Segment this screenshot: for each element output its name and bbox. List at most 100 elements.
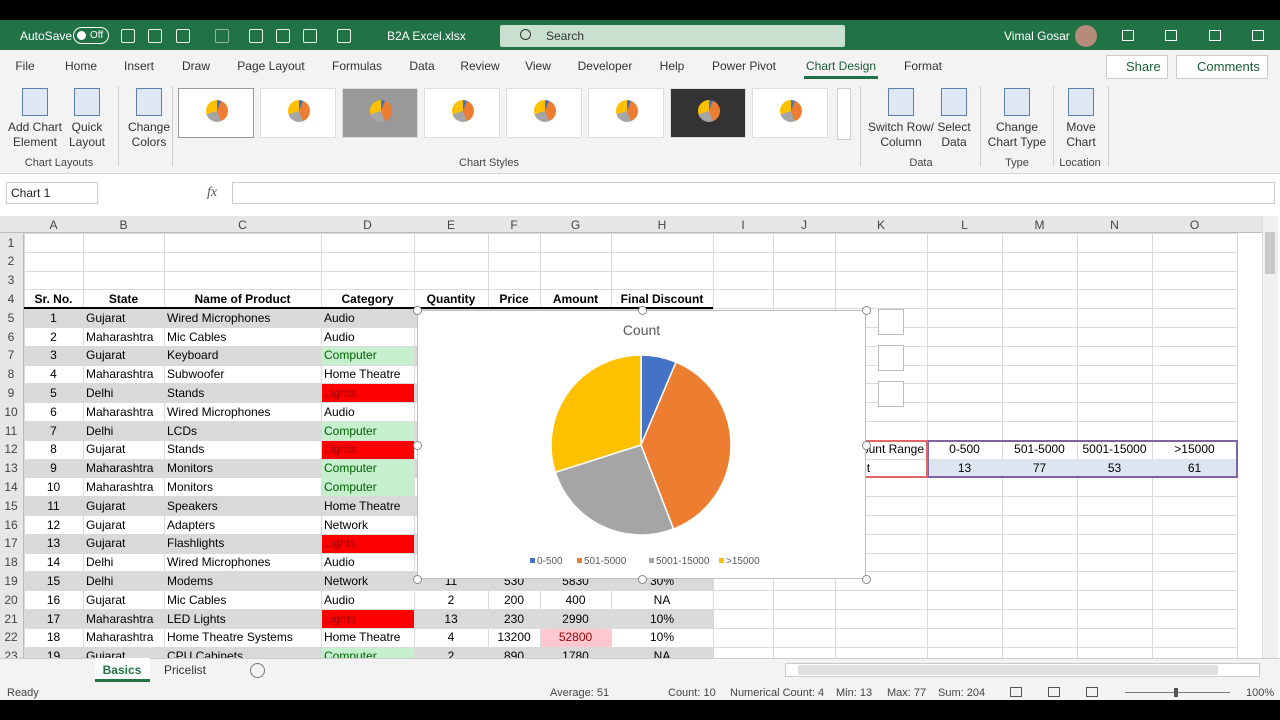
chart-side-button[interactable] — [878, 381, 904, 407]
cell[interactable]: Maharashtra — [86, 630, 154, 645]
cell[interactable]: 61 — [1187, 461, 1202, 476]
column-header[interactable]: A — [49, 218, 58, 232]
cell[interactable]: Computer — [324, 423, 377, 438]
cell[interactable]: 7 — [50, 423, 57, 438]
table-header[interactable]: Sr. No. — [34, 291, 73, 306]
formula-input[interactable] — [232, 182, 1275, 204]
column-header[interactable]: H — [657, 218, 667, 232]
cell[interactable]: Wired Microphones — [167, 310, 271, 325]
cell[interactable]: Audio — [324, 592, 355, 607]
column-header[interactable]: K — [876, 218, 885, 232]
cell[interactable]: Lights — [324, 385, 357, 400]
table-header[interactable]: Name of Product — [194, 291, 291, 306]
cell[interactable]: Maharashtra — [86, 611, 154, 626]
window-button[interactable] — [1165, 30, 1177, 41]
ribbon-tab[interactable]: Formulas — [331, 59, 382, 73]
ribbon-button-label[interactable]: Add Chart — [7, 120, 63, 134]
table-header[interactable]: Final Discount — [620, 291, 704, 306]
ribbon-button-label[interactable]: Colors — [131, 135, 167, 149]
view-button[interactable] — [1086, 687, 1098, 697]
qat-icon[interactable] — [276, 29, 290, 43]
resize-handle[interactable] — [862, 306, 871, 315]
cell[interactable]: 1 — [50, 310, 57, 325]
cell[interactable]: 2990 — [562, 611, 589, 626]
window-button[interactable] — [1209, 30, 1221, 41]
cell[interactable]: 0-500 — [949, 442, 980, 457]
cell[interactable]: Flashlights — [167, 536, 225, 551]
chart-side-button[interactable] — [878, 345, 904, 371]
row-header[interactable]: 15 — [4, 498, 18, 513]
resize-handle[interactable] — [413, 306, 422, 315]
ribbon-icon[interactable] — [888, 88, 914, 116]
row-header[interactable]: 1 — [7, 235, 15, 250]
column-header[interactable]: L — [961, 218, 968, 232]
column-header[interactable]: B — [119, 218, 128, 232]
row-header[interactable]: 19 — [4, 573, 18, 588]
resize-handle[interactable] — [637, 575, 647, 584]
cell[interactable]: Monitors — [167, 461, 214, 476]
resize-handle[interactable] — [862, 575, 871, 584]
row-header[interactable]: 4 — [7, 291, 15, 306]
cell[interactable]: 2 — [50, 329, 57, 344]
column-header[interactable]: M — [1034, 218, 1045, 232]
ribbon-button-label[interactable]: Change — [995, 120, 1039, 134]
cell[interactable]: NA — [653, 592, 671, 607]
cell[interactable]: 17 — [46, 611, 61, 626]
column-header[interactable]: C — [238, 218, 247, 232]
cell[interactable]: 18 — [46, 630, 61, 645]
cell[interactable]: Gujarat — [86, 442, 126, 457]
ribbon-button-label[interactable]: Element — [12, 135, 58, 149]
view-button[interactable] — [1010, 687, 1022, 697]
ribbon-icon[interactable] — [1068, 88, 1094, 116]
cell[interactable]: 9 — [50, 461, 57, 476]
cell[interactable]: 15 — [46, 573, 61, 588]
column-header[interactable]: J — [801, 218, 807, 232]
table-header[interactable]: State — [108, 291, 139, 306]
cell[interactable]: Monitors — [167, 479, 214, 494]
row-header[interactable]: 12 — [4, 442, 18, 457]
ribbon-tab[interactable]: Page Layout — [237, 59, 305, 73]
ribbon-tab[interactable]: Power Pivot — [711, 59, 777, 73]
row-header[interactable]: 21 — [4, 611, 18, 626]
row-header[interactable]: 16 — [4, 517, 18, 532]
ribbon-button-label[interactable]: Quick — [71, 120, 103, 134]
resize-handle[interactable] — [862, 440, 871, 450]
table-header[interactable]: Price — [499, 291, 529, 306]
cell[interactable]: Modems — [167, 573, 214, 588]
cell[interactable]: Maharashtra — [86, 329, 154, 344]
row-header[interactable]: 7 — [7, 348, 15, 363]
cell[interactable]: Audio — [324, 310, 355, 325]
cell[interactable]: Wired Microphones — [167, 555, 271, 570]
cell[interactable]: Network — [324, 573, 369, 588]
cell[interactable]: Lights — [324, 611, 357, 626]
cell[interactable]: Network — [324, 517, 369, 532]
qat-icon[interactable] — [148, 29, 162, 43]
window-button[interactable] — [1252, 30, 1264, 41]
cell[interactable]: Maharashtra — [86, 404, 154, 419]
column-header[interactable]: F — [510, 218, 518, 232]
cell[interactable]: Computer — [324, 348, 377, 363]
cell[interactable]: 400 — [565, 592, 586, 607]
name-box[interactable] — [6, 182, 98, 204]
cell[interactable]: 11 — [47, 498, 60, 513]
cell[interactable]: 13 — [46, 536, 61, 551]
row-header[interactable]: 20 — [4, 592, 18, 607]
cell[interactable]: Stands — [167, 442, 205, 457]
cell[interactable]: Gujarat — [86, 517, 126, 532]
chart-style-thumb[interactable] — [670, 88, 746, 138]
chart-style-thumb[interactable] — [752, 88, 828, 138]
cell[interactable]: Gujarat — [86, 310, 126, 325]
row-header[interactable]: 8 — [7, 367, 15, 382]
ribbon-button-label[interactable]: Switch Row/ — [867, 120, 935, 134]
cell[interactable]: 12 — [46, 517, 61, 532]
cell[interactable]: Gujarat — [86, 498, 126, 513]
cell[interactable]: 16 — [46, 592, 61, 607]
share-button[interactable] — [1106, 55, 1168, 79]
row-header[interactable]: 2 — [7, 254, 15, 269]
cell[interactable]: Home Theatre — [324, 367, 401, 382]
ribbon-icon[interactable] — [74, 88, 100, 116]
cell[interactable]: Gujarat — [86, 592, 126, 607]
cell[interactable]: LED Lights — [167, 611, 226, 626]
qat-icon[interactable] — [249, 29, 263, 43]
ribbon-tab[interactable]: Review — [460, 59, 500, 73]
